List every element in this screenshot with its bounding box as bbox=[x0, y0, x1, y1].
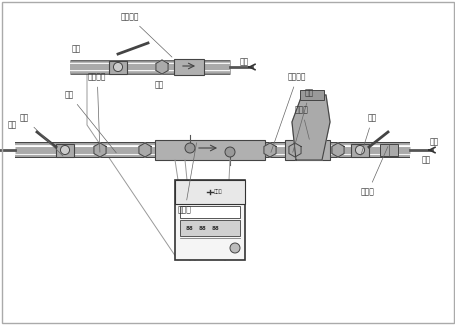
Bar bbox=[175, 180, 244, 260]
Text: 活接螺母: 活接螺母 bbox=[88, 72, 106, 152]
Text: 测温球阀: 测温球阀 bbox=[121, 12, 172, 57]
Circle shape bbox=[224, 147, 234, 157]
Circle shape bbox=[61, 146, 70, 155]
Text: 88: 88 bbox=[212, 226, 219, 231]
Bar bbox=[175, 180, 244, 204]
Text: 88: 88 bbox=[199, 226, 207, 231]
Bar bbox=[180, 206, 239, 218]
Text: 管道: 管道 bbox=[8, 121, 17, 129]
Text: 管道: 管道 bbox=[421, 155, 430, 164]
Polygon shape bbox=[94, 143, 106, 157]
Polygon shape bbox=[288, 143, 300, 157]
Polygon shape bbox=[291, 95, 329, 160]
Polygon shape bbox=[156, 60, 168, 74]
Text: 球阀: 球阀 bbox=[360, 113, 376, 155]
Polygon shape bbox=[331, 143, 344, 157]
Text: 活接螺母: 活接螺母 bbox=[270, 72, 306, 152]
Text: 管道: 管道 bbox=[72, 45, 81, 54]
Text: 接管: 接管 bbox=[65, 90, 116, 153]
Text: 回水: 回水 bbox=[239, 58, 249, 67]
Bar bbox=[56, 144, 74, 157]
Bar bbox=[109, 60, 127, 73]
Bar bbox=[180, 220, 239, 236]
Circle shape bbox=[113, 62, 122, 72]
Text: 连接柱: 连接柱 bbox=[360, 147, 387, 197]
Text: 88: 88 bbox=[186, 226, 193, 231]
Bar bbox=[284, 140, 329, 160]
Bar bbox=[174, 59, 203, 75]
Text: 进水: 进水 bbox=[429, 137, 438, 147]
Text: 热能表: 热能表 bbox=[177, 143, 196, 214]
Text: 接管: 接管 bbox=[292, 88, 313, 152]
Circle shape bbox=[185, 143, 195, 153]
Text: 球阀: 球阀 bbox=[20, 113, 63, 156]
Text: 过滤器: 过滤器 bbox=[294, 106, 308, 139]
Bar bbox=[350, 144, 368, 157]
Bar bbox=[155, 140, 264, 160]
Bar bbox=[379, 144, 397, 156]
Text: 热量表: 热量表 bbox=[213, 189, 222, 194]
Polygon shape bbox=[139, 143, 151, 157]
Polygon shape bbox=[263, 143, 275, 157]
Circle shape bbox=[354, 146, 364, 155]
Bar bbox=[299, 90, 324, 100]
Circle shape bbox=[229, 243, 239, 253]
Text: 管道: 管道 bbox=[155, 81, 164, 89]
